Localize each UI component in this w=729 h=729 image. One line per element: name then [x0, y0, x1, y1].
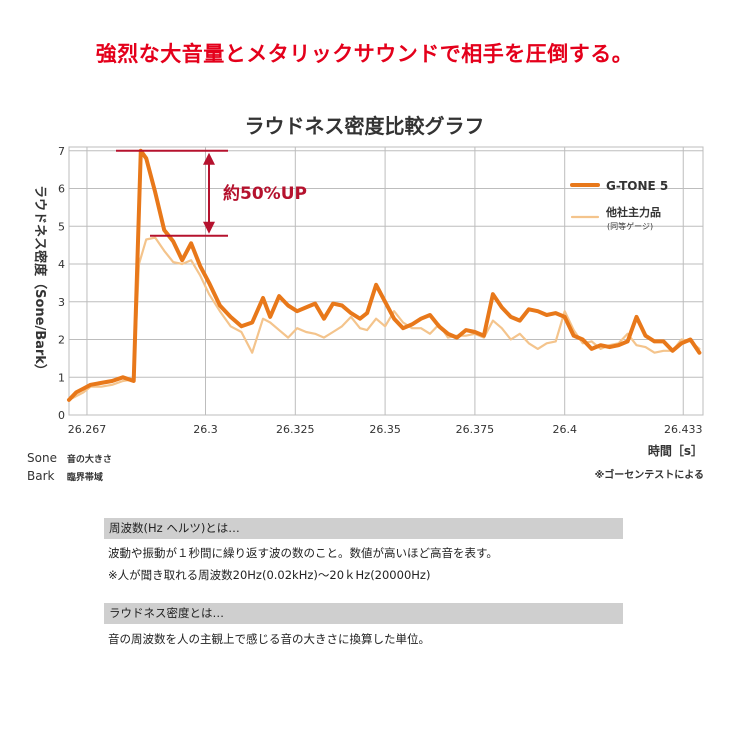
competitor-series-line	[67, 236, 701, 401]
unit-note-sone: Sone 音の大きさ	[27, 450, 112, 468]
chart-title: ラウドネス密度比較グラフ	[244, 114, 485, 138]
y-tick-label: 2	[58, 334, 65, 347]
y-tick-label: 6	[58, 183, 65, 196]
arrow-head-up-icon	[203, 152, 215, 165]
legend-note-competitor: (同等ゲージ)	[607, 221, 653, 231]
annotation-label: 約50%UP	[223, 183, 307, 204]
headline: 強烈な大音量とメタリックサウンドで相手を圧倒する。	[95, 42, 634, 66]
unit-note-bark: Bark 臨界帯域	[27, 468, 112, 486]
y-tick-label: 7	[58, 145, 65, 158]
frequency-section-line: 波動や振動が１秒間に繰り返す波の数のこと。数値が高いほど高音を表す。	[108, 546, 498, 560]
x-tick-label: 26.3	[193, 423, 218, 436]
loudness-section-line: 音の周波数を人の主観上で感じる音の大きさに換算した単位。	[108, 632, 430, 646]
frequency-section-line: ※人が聞き取れる周波数20Hz(0.02kHz)〜20ｋHz(20000Hz)	[108, 568, 431, 582]
y-tick-label: 1	[58, 371, 65, 384]
legend-label-competitor: 他社主力品	[605, 205, 661, 219]
x-axis-label: 時間［s］	[648, 443, 703, 458]
unit-note-desc: 臨界帯域	[66, 473, 103, 483]
y-tick-label: 3	[58, 296, 65, 309]
x-tick-label: 26.433	[664, 423, 703, 436]
source-note: ※ゴーセンテストによる	[594, 470, 704, 481]
legend-label-gtone: G-TONE 5	[606, 179, 668, 193]
unit-notes: Sone 音の大きさ Bark 臨界帯域	[27, 450, 112, 486]
arrow-head-down-icon	[203, 221, 215, 234]
unit-note-desc: 音の大きさ	[66, 455, 112, 465]
gtone-series-line	[67, 148, 702, 402]
x-tick-label: 26.325	[276, 423, 315, 436]
y-axis-label: ラウドネス密度（Sone/Bark）	[32, 185, 48, 377]
x-tick-label: 26.4	[552, 423, 577, 436]
y-tick-label: 0	[58, 409, 65, 422]
x-tick-label: 26.267	[68, 423, 107, 436]
y-tick-label: 4	[58, 258, 65, 271]
x-tick-label: 26.35	[369, 423, 401, 436]
loudness-chart: 約50%UP 0 1 2 3 4 5 6 7 26.267 26.3 26.325 26.35 26.3…	[32, 145, 704, 458]
x-tick-label: 26.375	[456, 423, 495, 436]
y-tick-label: 5	[58, 220, 65, 233]
unit-note-key: Sone	[27, 451, 57, 465]
loudness-section-header: ラウドネス密度とは…	[104, 603, 623, 624]
unit-note-key: Bark	[27, 469, 55, 483]
frequency-section-header: 周波数(Hz ヘルツ)とは…	[104, 518, 623, 539]
